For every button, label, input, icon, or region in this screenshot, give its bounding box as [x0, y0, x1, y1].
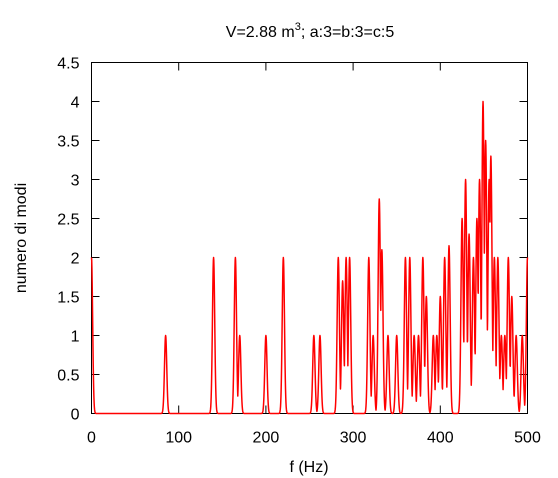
- chart-title-suffix: ; a:3=b:3=c:5: [301, 24, 395, 41]
- chart-title-superscript: 3: [295, 21, 301, 33]
- y-tick-label: 0: [71, 407, 80, 424]
- y-tick-label: 4: [71, 95, 80, 112]
- y-tick-label: 1.5: [57, 290, 79, 307]
- y-tick-label: 0.5: [57, 368, 79, 385]
- y-axis-label: numero di modi: [13, 183, 30, 293]
- y-tick-label: 2: [71, 251, 80, 268]
- x-tick-label: 100: [165, 430, 192, 447]
- chart-title-main: V=2.88 m: [226, 24, 295, 41]
- x-tick-label: 400: [427, 430, 454, 447]
- y-tick-label: 1: [71, 329, 80, 346]
- x-tick-label: 500: [514, 430, 541, 447]
- series-line: [90, 100, 529, 415]
- y-tick-label: 3.5: [57, 134, 79, 151]
- y-tick-label: 2.5: [57, 212, 79, 229]
- x-tick-label: 0: [87, 430, 96, 447]
- axis-ticks: 0 100 200 300 400 500 0 0.5 1 1.5 2 2.5 3 3.5 4 4.5: [57, 56, 541, 447]
- x-tick-label: 200: [253, 430, 280, 447]
- y-tick-label: 4.5: [57, 56, 79, 73]
- x-tick-label: 300: [340, 430, 367, 447]
- y-tick-label: 3: [71, 173, 80, 190]
- x-axis-label: f (Hz): [289, 459, 328, 476]
- chart-title: V=2.88 m3; a:3=b:3=c:5: [226, 21, 395, 41]
